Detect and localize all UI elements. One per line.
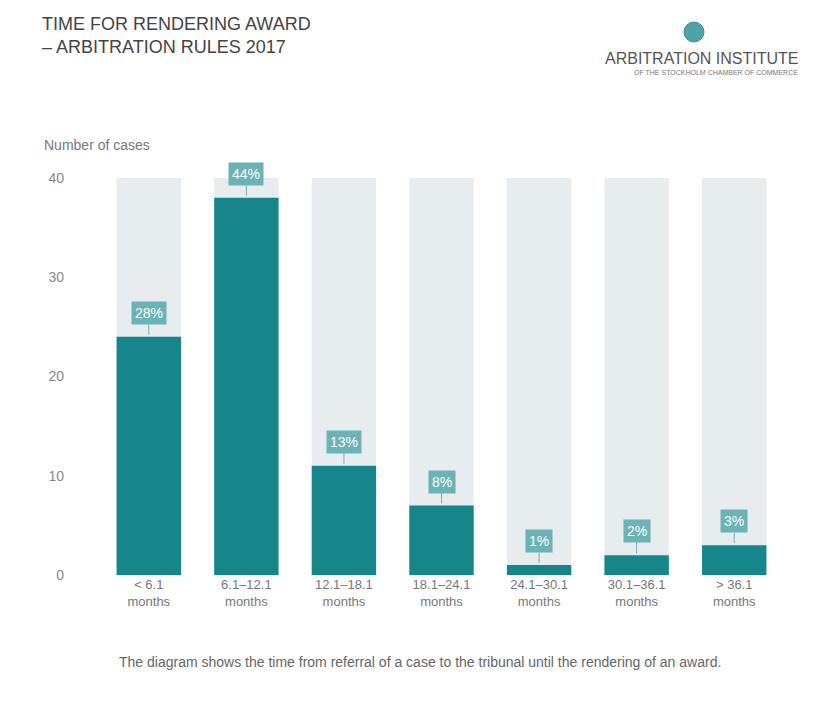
svg-text:< 6.1months: < 6.1months [127,577,170,609]
svg-text:12.1–18.1months: 12.1–18.1months [315,577,373,609]
svg-text:44%: 44% [232,166,260,182]
svg-text:10: 10 [48,468,64,484]
svg-text:30: 30 [48,269,64,285]
svg-text:0: 0 [56,567,64,583]
svg-text:28%: 28% [135,305,163,321]
svg-text:40: 40 [48,170,64,186]
svg-text:TIME FOR RENDERING AWARD– ARBI: TIME FOR RENDERING AWARD– ARBITRATION RU… [42,14,311,57]
svg-text:Number of cases: Number of cases [44,137,150,153]
svg-text:30.1–36.1months: 30.1–36.1months [608,577,666,609]
svg-text:8%: 8% [432,474,452,490]
svg-text:13%: 13% [330,434,358,450]
svg-text:OF THE STOCKHOLM CHAMBER OF CO: OF THE STOCKHOLM CHAMBER OF COMMERCE [634,69,798,76]
svg-text:6.1–12.1months: 6.1–12.1months [221,577,272,609]
svg-text:ARBITRATION INSTITUTE: ARBITRATION INSTITUTE [605,50,798,67]
svg-text:18.1–24.1months: 18.1–24.1months [413,577,471,609]
svg-text:1%: 1% [529,533,549,549]
svg-text:2%: 2% [627,523,647,539]
svg-text:3%: 3% [724,513,744,529]
svg-text:20: 20 [48,368,64,384]
svg-text:> 36.1months: > 36.1months [713,577,756,609]
svg-text:24.1–30.1months: 24.1–30.1months [510,577,568,609]
svg-text:The diagram shows the time fro: The diagram shows the time from referral… [119,654,721,670]
